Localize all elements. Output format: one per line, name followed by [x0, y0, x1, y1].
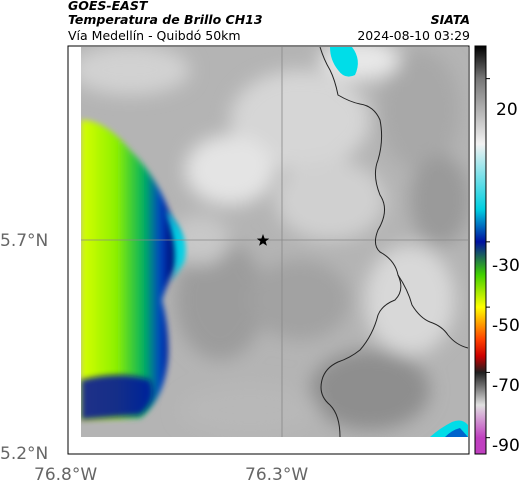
- satellite-title: GOES-EAST: [68, 0, 148, 13]
- department-border: [397, 274, 468, 349]
- colorbar-label: 20: [496, 100, 518, 120]
- department-border: [319, 47, 402, 437]
- colorbar-label: -50: [492, 316, 520, 336]
- plot-frame: [67, 45, 470, 455]
- colorbar-label: -30: [492, 256, 520, 276]
- cold-cloud-patch: [330, 47, 358, 77]
- lat-tick-label: 5.2°N: [0, 444, 49, 464]
- lon-tick-label: 76.8°W: [34, 465, 98, 485]
- lon-tick-label: 76.3°W: [245, 465, 309, 485]
- brightness-temperature-field: [81, 47, 468, 437]
- colorbar-scale: [474, 45, 487, 455]
- lat-tick-label: 5.7°N: [0, 231, 49, 251]
- product-title: Temperatura de Brillo CH13: [68, 12, 263, 27]
- colorbar-label: -70: [492, 376, 520, 396]
- convective-storm: [81, 120, 186, 420]
- colorbar: [474, 45, 490, 455]
- agency-label: SIATA: [430, 12, 470, 27]
- datetime-label: 2024-08-10 03:29: [357, 28, 470, 43]
- location-star-icon: [256, 234, 270, 246]
- route-subtitle: Vía Medellín - Quibdó 50km: [68, 28, 241, 43]
- colorbar-label: -90: [492, 436, 520, 456]
